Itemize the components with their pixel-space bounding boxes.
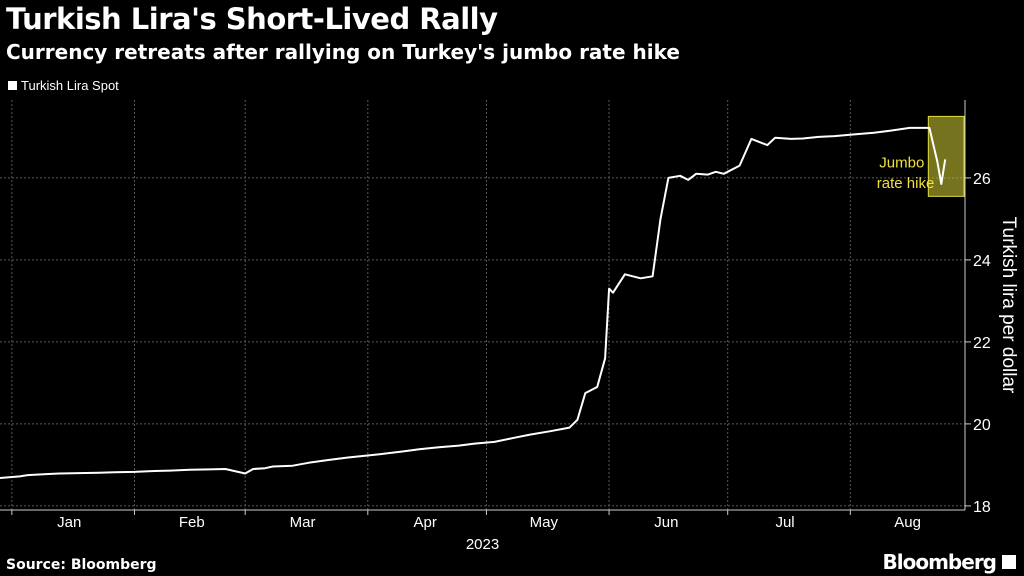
x-tick-label: Apr bbox=[413, 514, 436, 531]
brand-name: Bloomberg bbox=[882, 550, 997, 574]
legend-swatch bbox=[8, 81, 17, 90]
series-line-turkish-lira-spot bbox=[0, 126, 947, 479]
x-tick-label: Mar bbox=[290, 514, 316, 531]
x-tick-label: Aug bbox=[894, 514, 921, 531]
chart-subtitle: Currency retreats after rallying on Turk… bbox=[6, 40, 680, 64]
legend-label: Turkish Lira Spot bbox=[21, 78, 119, 93]
y-tick-label: 22 bbox=[973, 335, 991, 352]
x-axis-label: 2023 bbox=[466, 536, 499, 553]
brand-mark-icon bbox=[1002, 555, 1016, 569]
y-axis-label: Turkish lira per dollar bbox=[998, 217, 1019, 394]
y-tick-label: 18 bbox=[973, 499, 991, 516]
legend: Turkish Lira Spot bbox=[8, 78, 119, 93]
y-tick-label: 26 bbox=[973, 171, 991, 188]
source-note: Source: Bloomberg bbox=[6, 557, 157, 573]
chart-title: Turkish Lira's Short-Lived Rally bbox=[6, 2, 498, 36]
x-tick-label: Feb bbox=[179, 514, 205, 531]
bloomberg-logo: Bloomberg bbox=[883, 550, 1016, 574]
x-tick-label: Jul bbox=[775, 514, 794, 531]
annotation-line2: rate hike bbox=[877, 175, 935, 192]
rate-hike-highlight bbox=[927, 115, 965, 197]
y-tick-label: 20 bbox=[973, 417, 991, 434]
annotation-line1: Jumbo bbox=[879, 155, 924, 172]
x-tick-label: Jan bbox=[57, 514, 81, 531]
x-tick-label: May bbox=[530, 514, 559, 531]
y-tick-label: 24 bbox=[973, 253, 991, 270]
x-tick-label: Jun bbox=[654, 514, 678, 531]
